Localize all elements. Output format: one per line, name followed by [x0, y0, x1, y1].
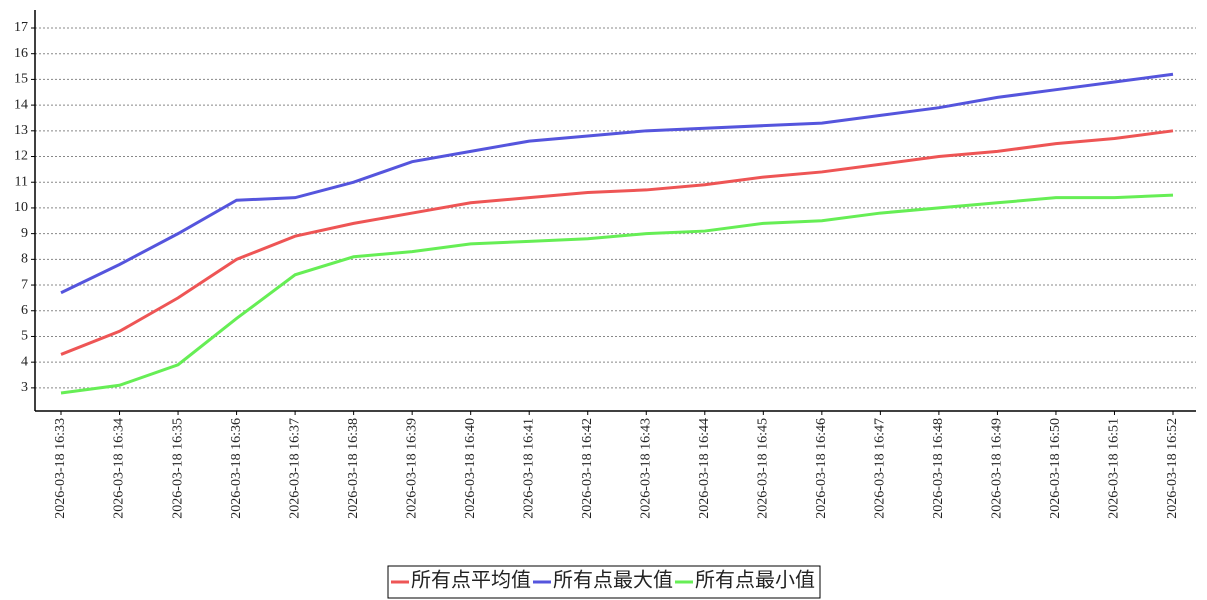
- y-tick-label: 13: [14, 123, 28, 138]
- x-tick-label: 2026-03-18 16:52: [1165, 418, 1180, 519]
- x-tick-label: 2026-03-18 16:44: [697, 418, 712, 519]
- y-tick-label: 4: [21, 354, 28, 369]
- x-tick-label: 2026-03-18 16:48: [931, 418, 946, 519]
- x-tick-label: 2026-03-18 16:50: [1048, 418, 1063, 519]
- legend-label: 所有点平均值: [411, 569, 531, 592]
- y-tick-label: 3: [21, 380, 28, 395]
- x-tick-label: 2026-03-18 16:38: [346, 418, 361, 519]
- y-tick-label: 15: [14, 72, 28, 87]
- x-tick-label: 2026-03-18 16:43: [638, 418, 653, 519]
- series-line: [60, 72, 1174, 295]
- x-tick-label: 2026-03-18 16:33: [53, 418, 68, 519]
- x-tick-label: 2026-03-18 16:47: [873, 418, 888, 519]
- series-line: [60, 129, 1174, 356]
- y-tick-label: 11: [15, 174, 28, 189]
- x-tick-label: 2026-03-18 16:34: [112, 418, 127, 519]
- legend-box: [387, 565, 821, 599]
- x-tick-label: 2026-03-18 16:41: [521, 418, 536, 519]
- x-tick-label: 2026-03-18 16:39: [404, 418, 419, 519]
- x-tick-label: 2026-03-18 16:40: [463, 418, 478, 519]
- y-tick-label: 7: [21, 277, 28, 292]
- y-tick-label: 10: [14, 200, 28, 215]
- x-tick-label: 2026-03-18 16:37: [287, 418, 302, 519]
- y-tick-label: 6: [21, 303, 28, 318]
- legend-label: 所有点最大值: [553, 569, 673, 592]
- y-tick-label: 12: [14, 149, 28, 164]
- y-tick-label: 14: [14, 97, 28, 112]
- y-tick-label: 16: [14, 46, 28, 61]
- legend: 所有点平均值 所有点最大值 所有点最小值: [387, 565, 821, 599]
- x-tick-label: 2026-03-18 16:49: [990, 418, 1005, 519]
- x-tick-label: 2026-03-18 16:36: [229, 418, 244, 519]
- series-line: [60, 193, 1174, 395]
- x-tick-label: 2026-03-18 16:51: [1107, 418, 1122, 519]
- y-tick-label: 17: [14, 20, 28, 35]
- y-tick-label: 8: [21, 252, 28, 267]
- x-tick-label: 2026-03-18 16:35: [170, 418, 185, 519]
- y-tick-label: 5: [21, 329, 28, 344]
- x-tick-label: 2026-03-18 16:42: [580, 418, 595, 519]
- x-tick-label: 2026-03-18 16:45: [756, 418, 771, 519]
- legend-label: 所有点最小值: [695, 569, 815, 592]
- x-tick-label: 2026-03-18 16:46: [814, 418, 829, 519]
- y-tick-label: 9: [21, 226, 28, 241]
